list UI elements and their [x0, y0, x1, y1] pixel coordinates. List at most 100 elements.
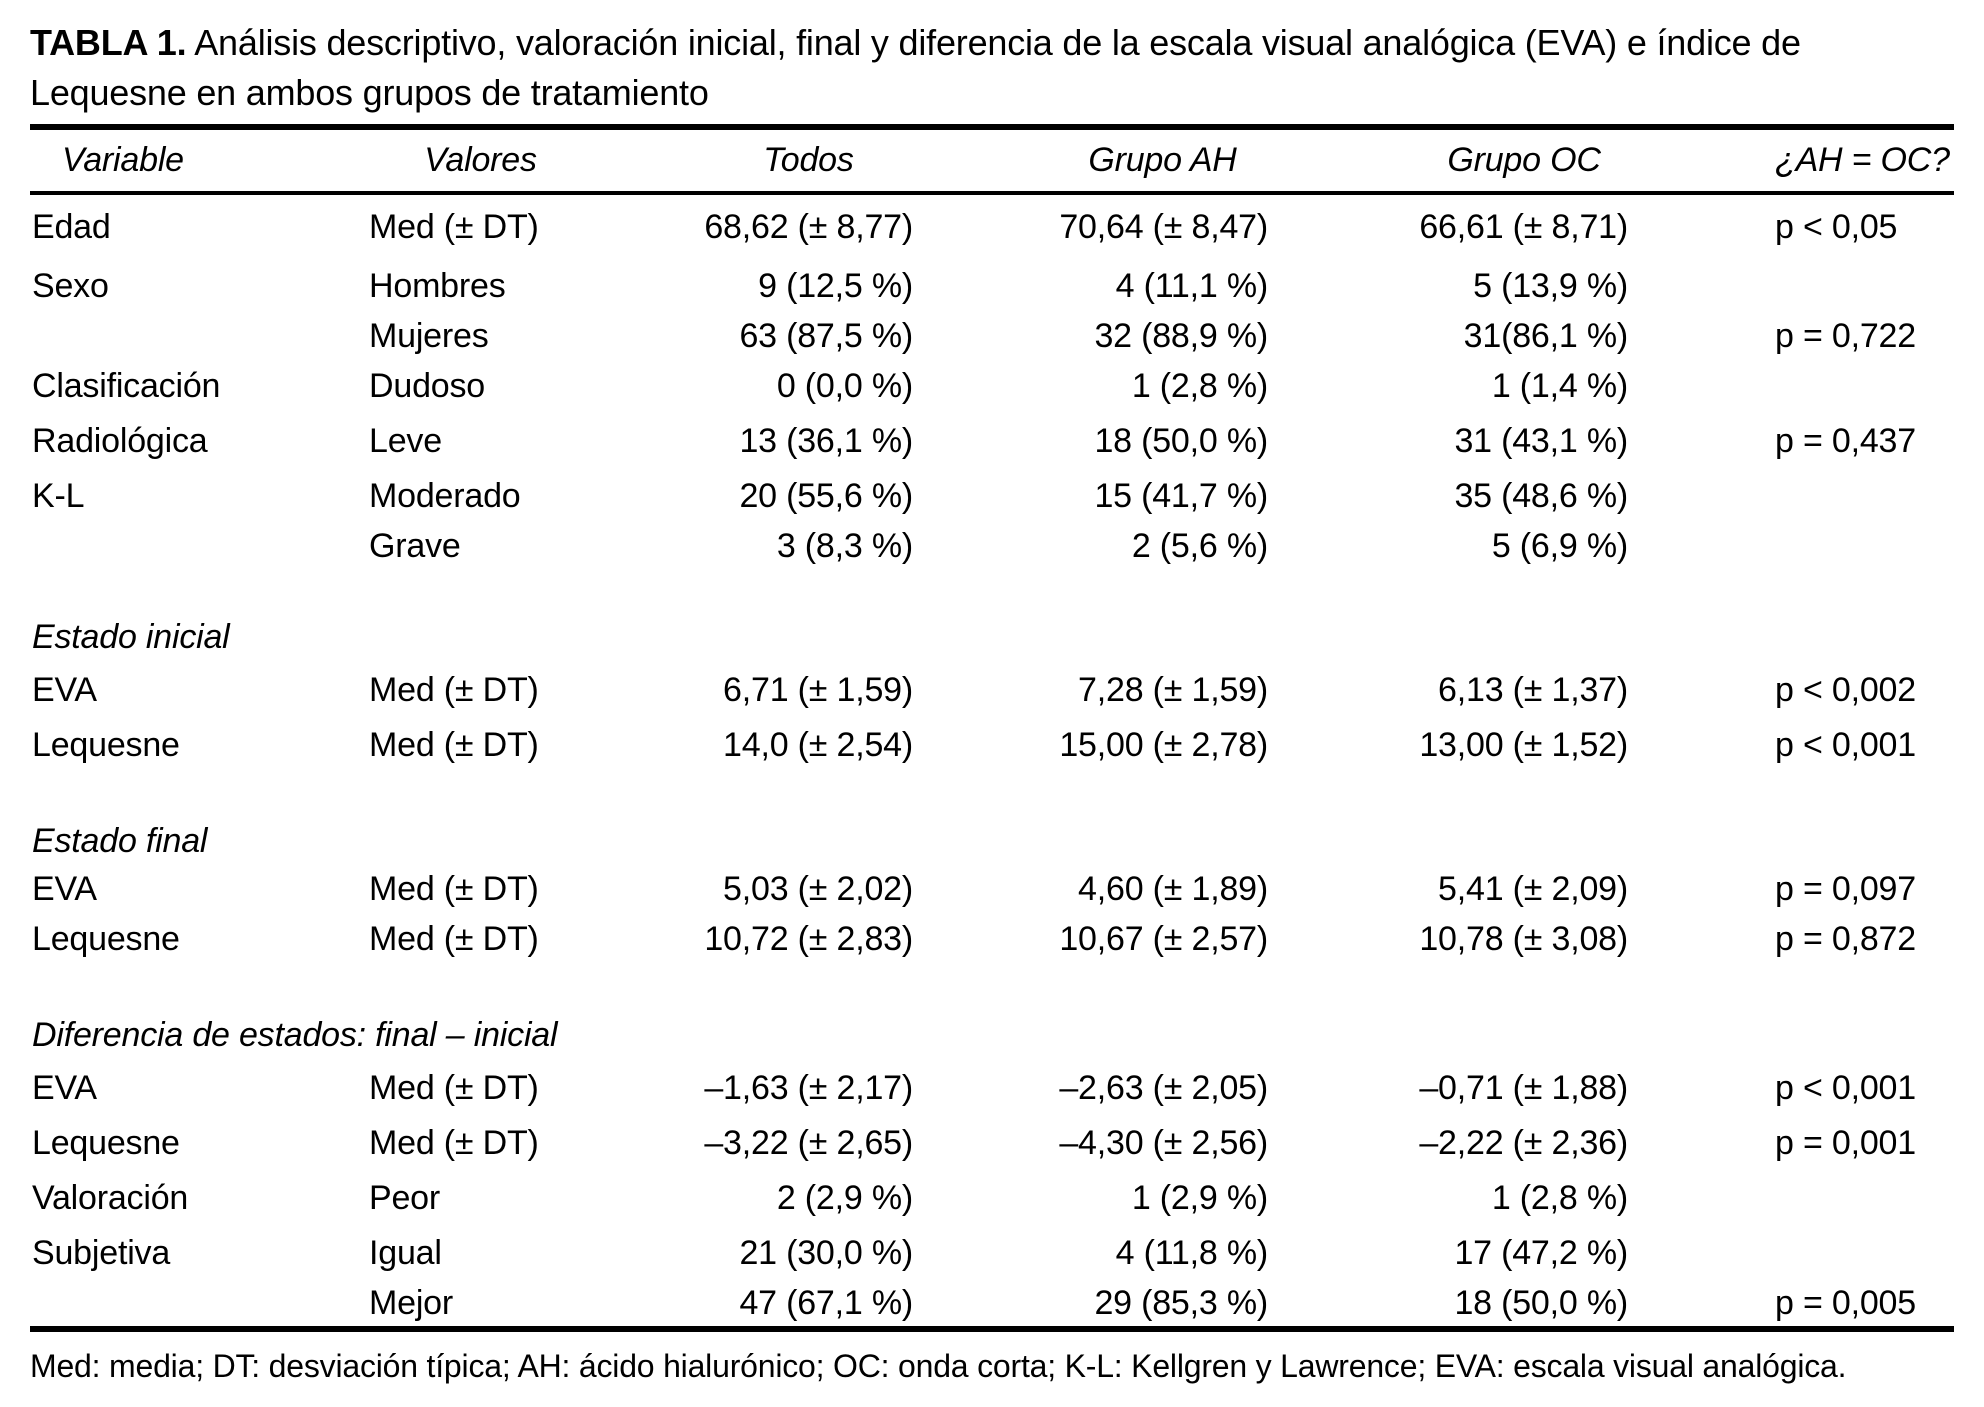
cell-ah: 4 (11,1 %)	[1115, 267, 1269, 305]
section-row: Estado inicial	[30, 569, 1954, 663]
cell-ah: 10,67 (± 2,57)	[1059, 920, 1268, 958]
cell-valores: Leve	[369, 422, 442, 460]
cell-p	[1660, 1226, 1954, 1281]
table-row: Lequesne Med (± DT) –3,22 (± 2,65) –4,30 (±…	[30, 1116, 1954, 1171]
cell-ah: 29 (85,3 %)	[1094, 1284, 1268, 1322]
table-caption-text: Análisis descriptivo, valoración inicial…	[30, 22, 1801, 113]
cell-variable: Valoración	[32, 1179, 189, 1217]
cell-variable: EVA	[32, 870, 97, 908]
cell-todos: –1,63 (± 2,17)	[704, 1069, 913, 1107]
cell-p: p = 0,097	[1775, 870, 1916, 908]
table-row: Subjetiva Igual 21 (30,0 %) 4 (11,8 %) 17 (4…	[30, 1226, 1954, 1281]
cell-p: p = 0,001	[1775, 1124, 1916, 1162]
cell-p: p < 0,05	[1775, 207, 1898, 246]
cell-todos: 21 (30,0 %)	[739, 1234, 913, 1272]
cell-oc: –0,71 (± 1,88)	[1419, 1069, 1628, 1107]
cell-p: p < 0,002	[1775, 671, 1916, 709]
cell-p: p = 0,437	[1775, 422, 1916, 460]
cell-todos: 13 (36,1 %)	[739, 422, 913, 460]
table-row: EVA Med (± DT) 5,03 (± 2,02) 4,60 (± 1,89) 5…	[30, 867, 1954, 912]
cell-variable: EVA	[32, 1069, 97, 1107]
table-body: Edad Med (± DT) 68,62 (± 8,77) 70,64 (± 8,4…	[30, 193, 1954, 1329]
cell-oc: 31 (43,1 %)	[1454, 422, 1628, 460]
cell-oc: 6,13 (± 1,37)	[1438, 671, 1628, 709]
cell-variable: Edad	[32, 207, 111, 246]
data-table: Variable Valores Todos Grupo AH Grupo OC…	[30, 124, 1954, 1332]
table-row: EVA Med (± DT) 6,71 (± 1,59) 7,28 (± 1,59) 6…	[30, 663, 1954, 718]
cell-p: p < 0,001	[1775, 726, 1916, 764]
cell-ah: 1 (2,9 %)	[1131, 1179, 1268, 1217]
cell-oc: 5 (13,9 %)	[1473, 267, 1628, 305]
cell-todos: 14,0 (± 2,54)	[723, 726, 913, 764]
table-row: K-L Moderado 20 (55,6 %) 15 (41,7 %) 35 (48,…	[30, 469, 1954, 524]
cell-ah: –2,63 (± 2,05)	[1059, 1069, 1268, 1107]
cell-ah: 2 (5,6 %)	[1131, 527, 1268, 565]
cell-variable: Radiológica	[32, 422, 208, 460]
cell-p	[1660, 1171, 1954, 1226]
cell-valores: Igual	[369, 1234, 442, 1272]
cell-oc: 5,41 (± 2,09)	[1438, 870, 1628, 908]
cell-valores: Moderado	[369, 477, 521, 515]
cell-oc: 10,78 (± 3,08)	[1419, 920, 1628, 958]
cell-ah: 18 (50,0 %)	[1094, 422, 1268, 460]
table-row: Lequesne Med (± DT) 10,72 (± 2,83) 10,67 (±…	[30, 912, 1954, 967]
cell-todos: –3,22 (± 2,65)	[704, 1124, 913, 1162]
cell-oc: 13,00 (± 1,52)	[1419, 726, 1628, 764]
table-row: Edad Med (± DT) 68,62 (± 8,77) 70,64 (± 8,4…	[30, 193, 1954, 259]
cell-ah: 32 (88,9 %)	[1094, 317, 1268, 355]
section-row: Diferencia de estados: final – inicial	[30, 967, 1954, 1061]
cell-variable	[30, 314, 365, 359]
cell-valores: Mejor	[369, 1284, 454, 1322]
cell-p: p < 0,001	[1775, 1069, 1916, 1107]
paper-table-page: TABLA 1. Análisis descriptivo, valoració…	[0, 18, 1984, 1407]
cell-valores: Med (± DT)	[369, 726, 539, 764]
cell-variable: EVA	[32, 671, 97, 709]
cell-p	[1660, 359, 1954, 414]
cell-p	[1660, 259, 1954, 314]
cell-variable: Lequesne	[32, 920, 180, 958]
cell-ah: –4,30 (± 2,56)	[1059, 1124, 1268, 1162]
cell-todos: 6,71 (± 1,59)	[723, 671, 913, 709]
cell-todos: 20 (55,6 %)	[739, 477, 913, 515]
cell-p: p = 0,722	[1775, 317, 1916, 355]
table-row: Valoración Peor 2 (2,9 %) 1 (2,9 %) 1 (2,8 %…	[30, 1171, 1954, 1226]
column-header-variable: Variable	[62, 141, 184, 179]
cell-todos: 2 (2,9 %)	[776, 1179, 913, 1217]
column-header-todos: Todos	[763, 141, 854, 179]
cell-todos: 63 (87,5 %)	[739, 317, 913, 355]
cell-variable: Subjetiva	[32, 1234, 171, 1272]
cell-variable	[30, 1281, 365, 1329]
cell-todos: 47 (67,1 %)	[739, 1284, 913, 1322]
cell-variable	[30, 524, 365, 569]
cell-oc: 1 (1,4 %)	[1491, 367, 1628, 405]
cell-oc: 18 (50,0 %)	[1454, 1284, 1628, 1322]
cell-p	[1660, 524, 1954, 569]
cell-variable: Sexo	[32, 267, 109, 305]
cell-todos: 0 (0,0 %)	[776, 367, 913, 405]
cell-todos: 3 (8,3 %)	[776, 527, 913, 565]
column-header-grupo-oc: Grupo OC	[1447, 141, 1601, 179]
table-row: Radiológica Leve 13 (36,1 %) 18 (50,0 %) 31 …	[30, 414, 1954, 469]
table-row: Clasificación Dudoso 0 (0,0 %) 1 (2,8 %) 1 (…	[30, 359, 1954, 414]
section-label: Estado final	[32, 822, 208, 860]
cell-valores: Med (± DT)	[369, 1124, 539, 1162]
table-header: Variable Valores Todos Grupo AH Grupo OC…	[30, 127, 1954, 193]
cell-valores: Peor	[369, 1179, 441, 1217]
cell-p: p = 0,872	[1775, 920, 1916, 958]
cell-ah: 70,64 (± 8,47)	[1059, 207, 1268, 246]
cell-todos: 9 (12,5 %)	[758, 267, 913, 305]
table-footnote: Med: media; DT: desviación típica; AH: á…	[30, 1348, 1847, 1384]
cell-p: p = 0,005	[1775, 1284, 1916, 1322]
cell-oc: 5 (6,9 %)	[1491, 527, 1628, 565]
cell-p	[1660, 469, 1954, 524]
cell-oc: 66,61 (± 8,71)	[1419, 207, 1628, 246]
table-row: Mejor 47 (67,1 %) 29 (85,3 %) 18 (50,0 %) p …	[30, 1281, 1954, 1329]
table-row: EVA Med (± DT) –1,63 (± 2,17) –2,63 (± 2,05…	[30, 1061, 1954, 1116]
cell-todos: 10,72 (± 2,83)	[704, 920, 913, 958]
column-header-p-value: ¿AH = OC?	[1775, 141, 1950, 179]
column-header-valores: Valores	[424, 141, 537, 179]
cell-oc: –2,22 (± 2,36)	[1419, 1124, 1628, 1162]
column-header-grupo-ah: Grupo AH	[1088, 141, 1237, 179]
cell-variable: K-L	[32, 477, 85, 515]
cell-todos: 68,62 (± 8,77)	[704, 207, 913, 246]
